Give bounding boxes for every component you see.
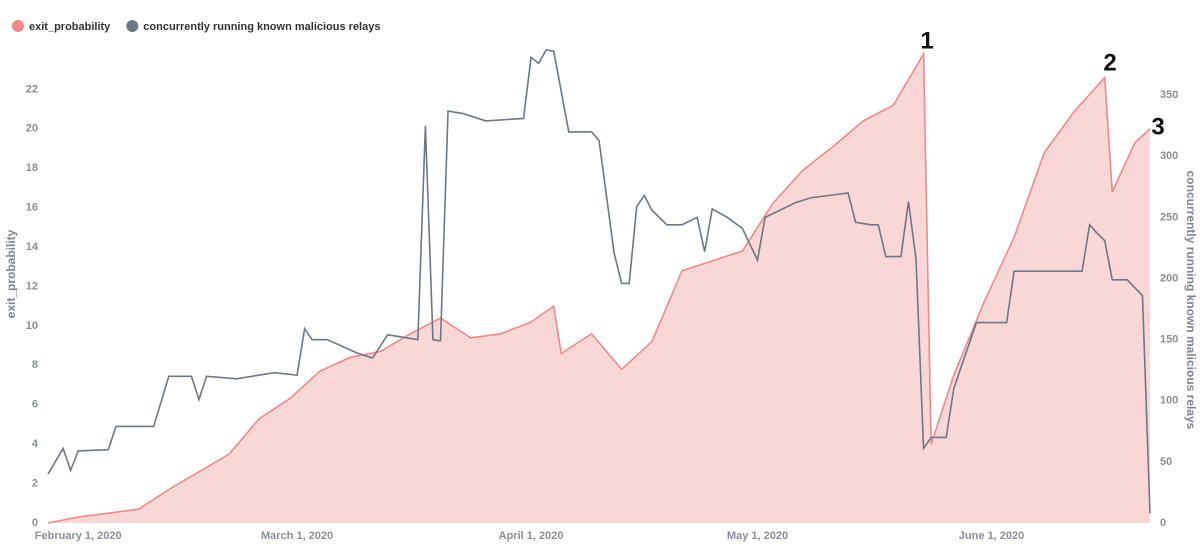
legend-marker <box>12 20 24 32</box>
annotation: 3 <box>1151 113 1164 140</box>
legend-label: exit_probability <box>29 21 111 33</box>
annotation: 2 <box>1103 49 1116 76</box>
y-tick-label: 10 <box>26 320 38 332</box>
y2-tick-label: 0 <box>1160 517 1166 529</box>
x-tick-label: March 1, 2020 <box>261 530 333 542</box>
y2-tick-label: 50 <box>1160 456 1172 468</box>
y-tick-label: 8 <box>32 359 38 371</box>
y-tick-label: 6 <box>32 399 38 411</box>
y2-tick-label: 150 <box>1160 334 1178 346</box>
x-tick-label: February 1, 2020 <box>35 530 122 542</box>
x-tick-label: May 1, 2020 <box>727 530 788 542</box>
y-tick-label: 14 <box>26 241 39 253</box>
y-tick-label: 0 <box>32 517 38 529</box>
line <box>47 49 1151 514</box>
y2-tick-label: 200 <box>1160 272 1178 284</box>
y2-tick-label: 300 <box>1160 150 1178 162</box>
y-tick-label: 22 <box>26 83 38 95</box>
annotation: 1 <box>920 27 933 54</box>
y2-tick-label: 250 <box>1160 211 1178 223</box>
y-tick-label: 2 <box>32 477 38 489</box>
x-tick-label: June 1, 2020 <box>959 530 1024 542</box>
area-line <box>47 51 1151 524</box>
y2-tick-label: 350 <box>1160 89 1178 101</box>
y-tick-label: 12 <box>26 280 38 292</box>
y2-axis-label: concurrently running known malicious rel… <box>1184 171 1198 430</box>
y2-tick-label: 100 <box>1160 395 1178 407</box>
area <box>48 53 1150 524</box>
y-tick-label: 18 <box>26 162 38 174</box>
legend-label: concurrently running known malicious rel… <box>143 21 380 33</box>
y-tick-label: 20 <box>26 123 38 135</box>
y-axis-label: exit_probability <box>4 229 18 318</box>
y-tick-label: 4 <box>32 438 39 450</box>
legend-marker <box>126 20 139 32</box>
y-tick-label: 16 <box>26 202 38 214</box>
x-tick-label: April 1, 2020 <box>499 530 564 542</box>
